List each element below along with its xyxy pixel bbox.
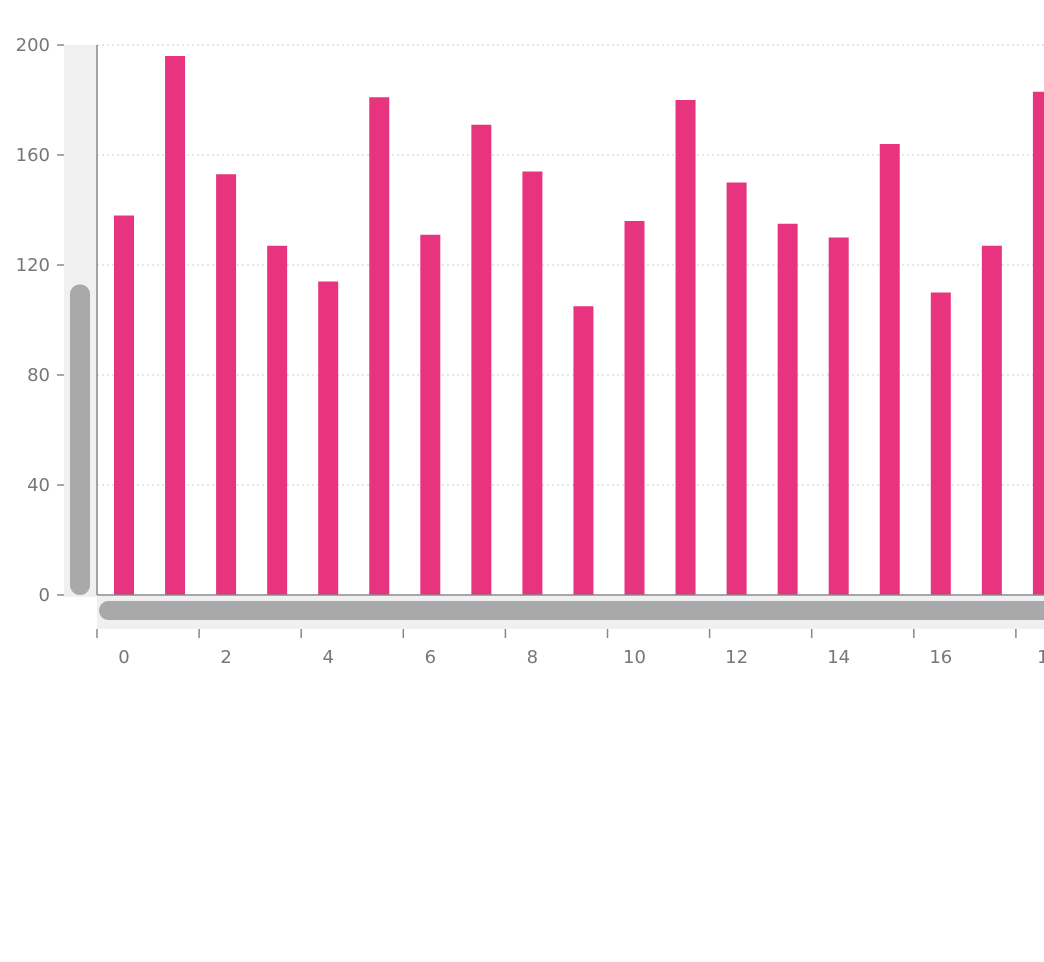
bar [981, 245, 1002, 595]
x-tick-label: 10 [623, 647, 646, 668]
bar [114, 215, 134, 595]
y-tick-label: 40 [27, 475, 50, 496]
y-tick-label: 200 [16, 35, 50, 56]
bar [216, 174, 237, 595]
bar [369, 97, 390, 595]
bar [930, 292, 951, 595]
bar [471, 124, 492, 595]
x-tick-label: 1 [1037, 647, 1044, 668]
x-tick-label: 0 [118, 647, 129, 668]
bar [522, 171, 543, 595]
bar [879, 144, 900, 595]
horizontal-scroll-thumb[interactable] [99, 601, 1044, 620]
bar [165, 56, 186, 595]
x-tick-label: 2 [220, 647, 231, 668]
y-tick-label: 120 [16, 255, 50, 276]
grid-lines [97, 44, 1044, 486]
y-tick-label: 80 [27, 365, 50, 386]
horizontal-scrollbar[interactable] [97, 596, 1044, 629]
vertical-scrollbar[interactable] [64, 45, 97, 597]
y-tick-label: 160 [16, 145, 50, 166]
bar [726, 182, 747, 595]
x-tick-label: 12 [725, 647, 748, 668]
x-tick-label: 8 [527, 647, 538, 668]
bar [624, 221, 645, 595]
y-axis-ticks: 0 40 80 120 160 200 [16, 35, 64, 606]
x-tick-label: 14 [827, 647, 850, 668]
bar [828, 237, 849, 595]
x-tick-label: 4 [322, 647, 333, 668]
x-tick-label: 16 [929, 647, 952, 668]
bar [1032, 91, 1044, 595]
x-tick-label: 6 [425, 647, 436, 668]
vertical-scroll-thumb[interactable] [70, 284, 90, 595]
bar [420, 234, 441, 595]
x-axis-ticks: 0 2 4 6 8 10 12 14 16 1 [96, 629, 1044, 668]
bar-series [114, 56, 1044, 595]
bar [675, 100, 696, 595]
bar [573, 306, 594, 595]
y-tick-label: 0 [39, 585, 50, 606]
axes [96, 45, 1044, 596]
bar [318, 281, 339, 595]
bar [777, 223, 798, 595]
bar [267, 245, 288, 595]
